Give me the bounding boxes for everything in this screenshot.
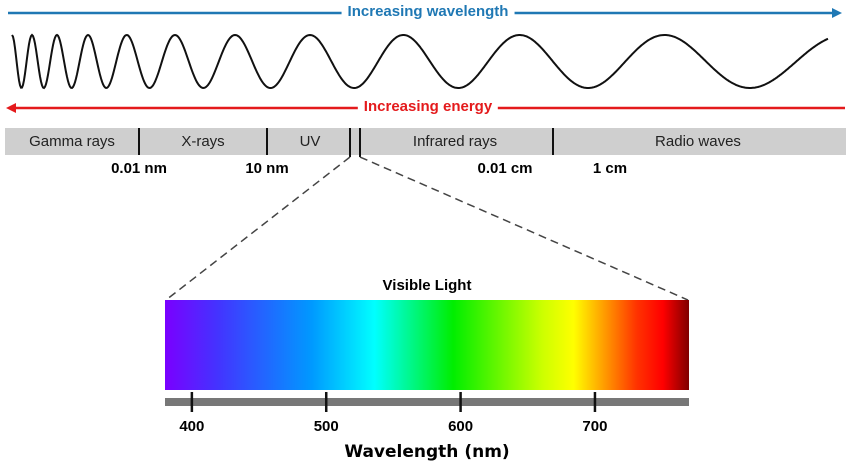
boundary-0-01cm: 0.01 cm — [477, 160, 533, 177]
tick-label-500: 500 — [313, 418, 339, 435]
visible-spectrum-bar — [165, 300, 689, 390]
tick-label-700: 700 — [582, 418, 608, 435]
boundary-10nm: 10 nm — [245, 160, 289, 177]
wavelength-axis-bar — [165, 398, 689, 406]
boundary-0-01nm: 0.01 nm — [111, 160, 167, 177]
band-uv: UV — [299, 133, 321, 150]
band-radio: Radio waves — [655, 133, 741, 150]
increasing-energy-label: Increasing energy — [357, 98, 499, 115]
band-infrared: Infrared rays — [412, 133, 498, 150]
tick-label-600: 600 — [448, 418, 474, 435]
increasing-wavelength-label: Increasing wavelength — [341, 3, 515, 20]
wavelength-arrowhead-icon — [832, 8, 842, 18]
boundary-1cm: 1 cm — [592, 160, 628, 177]
tick-label-400: 400 — [179, 418, 205, 435]
band-dividers — [138, 128, 554, 157]
visible-light-title: Visible Light — [382, 277, 472, 294]
energy-arrowhead-icon — [6, 103, 16, 113]
band-x-rays: X-rays — [181, 133, 225, 150]
wave-curve — [11, 33, 829, 90]
band-gamma-rays: Gamma rays — [29, 133, 115, 150]
wavelength-axis-label: Wavelength (nm) — [344, 442, 510, 462]
zoom-dashed-lines — [165, 156, 689, 301]
spectrum-band-bar — [5, 128, 846, 155]
